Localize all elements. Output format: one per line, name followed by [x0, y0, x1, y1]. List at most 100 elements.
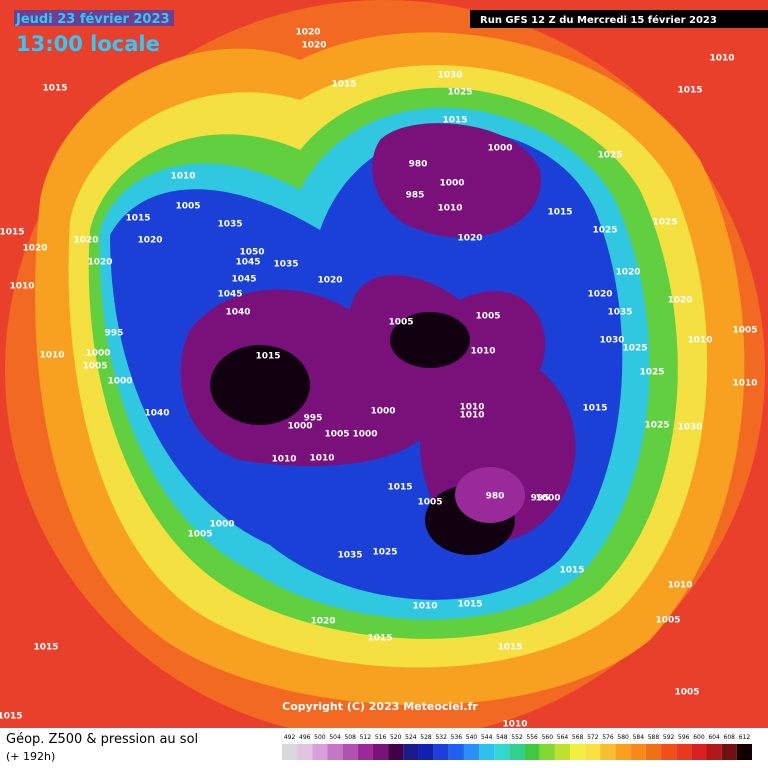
isobar-label: 1020 [587, 290, 612, 300]
legend-label: 588 [648, 734, 660, 741]
footer-lead: (+ 192h) [6, 750, 55, 763]
legend-label: 528 [420, 734, 432, 741]
isobar-label: 1040 [225, 308, 250, 318]
isobar-label: 1010 [470, 347, 495, 357]
isobar-label: 1005 [82, 362, 107, 372]
map: Jeudi 23 février 2023 13:00 locale Run G… [0, 0, 768, 728]
legend-label: 592 [663, 734, 675, 741]
run-box [470, 10, 768, 28]
legend-label: 500 [314, 734, 326, 741]
isobar-label: 995 [105, 329, 124, 339]
isobar-label: 1045 [231, 275, 256, 285]
core-center [390, 312, 470, 368]
legend-swatch [312, 744, 328, 760]
isobar-label: 1010 [502, 720, 527, 729]
isobar-label: 1050 [239, 248, 264, 258]
isobar-label: 1030 [599, 336, 624, 346]
legend-swatch [676, 744, 692, 760]
isobar-label: 1020 [667, 296, 692, 306]
isobar-label: 1025 [372, 548, 397, 558]
isobar-label: 1015 [331, 80, 356, 90]
isobar-label: 985 [406, 191, 425, 201]
legend-label: 580 [617, 734, 629, 741]
isobar-label: 1000 [439, 179, 464, 189]
legend-swatch [463, 744, 480, 760]
isobar-label: 1010 [9, 282, 34, 292]
isobar-label: 980 [409, 160, 428, 170]
isobar-label: 1000 [535, 494, 560, 504]
isobar-label: 1020 [457, 234, 482, 244]
legend-swatch [661, 744, 677, 760]
isobar-label: 1045 [217, 290, 242, 300]
isobar-label: 1015 [125, 214, 150, 224]
isobar-label: 1005 [475, 312, 500, 322]
legend: 492 496 500 504 508 512 516 520 524 528 532 536 540 5… [282, 734, 752, 760]
legend-label: 600 [693, 734, 705, 741]
isobar-label: 1005 [417, 498, 442, 508]
legend-swatch [297, 744, 313, 760]
isobar-label: 1005 [175, 202, 200, 212]
legend-label: 604 [708, 734, 720, 741]
legend-label: 496 [299, 734, 311, 741]
legend-label: 548 [496, 734, 508, 741]
isobar-label: 995 [304, 414, 323, 424]
time-title: 13:00 locale [16, 32, 160, 56]
isobar-label: 1000 [352, 430, 377, 440]
isobar-label: 1010 [412, 602, 437, 612]
legend-label: 492 [284, 734, 296, 741]
legend-label: 552 [511, 734, 523, 741]
legend-label: 516 [375, 734, 387, 741]
legend-swatch [479, 744, 495, 760]
isobar-label: 1010 [459, 403, 484, 413]
isobar-label: 1025 [597, 151, 622, 161]
isobar-label: 1020 [295, 28, 320, 38]
legend-label: 608 [724, 734, 736, 741]
footer: Géop. Z500 & pression au sol (+ 192h) 49… [6, 732, 752, 763]
isobar-label: 1020 [73, 236, 98, 246]
isobar-label: 1040 [144, 409, 169, 419]
isobar-label: 1005 [674, 688, 699, 698]
legend-label: 504 [329, 734, 341, 741]
legend-label: 512 [360, 734, 372, 741]
isobar-label: 1035 [273, 260, 298, 270]
isobar-label: 1025 [622, 344, 647, 354]
isobar-label: 1020 [615, 268, 640, 278]
legend-label: 596 [678, 734, 690, 741]
legend-label: 544 [481, 734, 493, 741]
legend-swatch [372, 744, 389, 760]
isobar-label: 1000 [107, 377, 132, 387]
isobar-label: 1025 [592, 226, 617, 236]
legend-swatch [706, 744, 722, 760]
isobar-label: 1020 [137, 236, 162, 246]
isobar-label: 1015 [677, 86, 702, 96]
isobar-label: 1010 [309, 454, 334, 464]
isobar-label: 1010 [667, 581, 692, 591]
isobar-label: 1015 [457, 600, 482, 610]
legend-label: 508 [344, 734, 356, 741]
isobar-label: 1035 [217, 220, 242, 230]
title-bg [14, 10, 174, 26]
legend-swatch [630, 744, 646, 760]
legend-swatch [388, 744, 404, 760]
run-info: Run GFS 12 Z du Mercredi 15 février 2023 [480, 14, 717, 26]
isobar-label: 1015 [42, 84, 67, 94]
isobar-label: 1015 [582, 404, 607, 414]
isobar-label: 1005 [388, 318, 413, 328]
isobar-label: 1000 [85, 349, 110, 359]
isobar-label: 1005 [732, 326, 757, 336]
isobar-label: 1020 [317, 276, 342, 286]
isobar-label: 1015 [442, 116, 467, 126]
isobar-label: 1035 [607, 308, 632, 318]
isobar-label: 1030 [437, 71, 462, 81]
legend-swatch [342, 744, 358, 760]
legend-label: 612 [739, 734, 751, 741]
legend-label: 532 [435, 734, 447, 741]
isobar-label: 1025 [447, 88, 472, 98]
isobar-label: 1010 [709, 54, 734, 64]
legend-label: 584 [633, 734, 645, 741]
legend-swatch [691, 744, 707, 760]
legend-swatch [357, 744, 373, 760]
legend-label: 540 [466, 734, 478, 741]
legend-swatch [282, 744, 298, 760]
isobar-label: 995 [531, 494, 550, 504]
